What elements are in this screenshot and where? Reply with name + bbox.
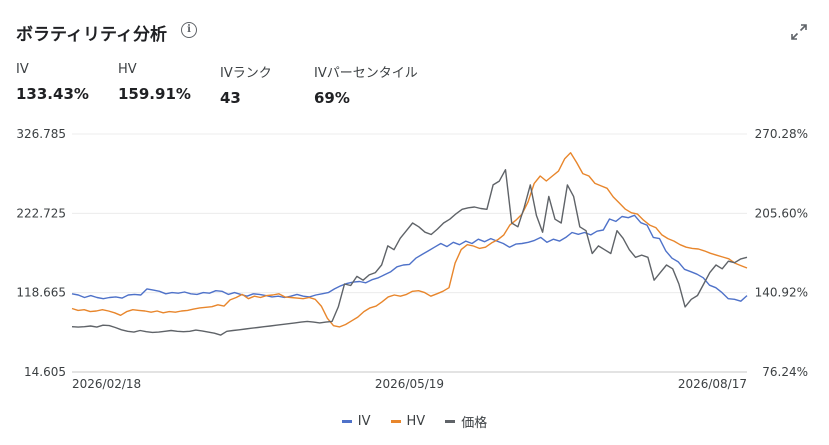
series-price-line [71,169,748,336]
legend-label-price: 価格 [461,416,488,431]
metric-hv: HV 159.91% [118,62,191,103]
series-hv-line [71,152,748,328]
legend-item-iv[interactable]: IV [341,412,371,431]
left-axis-tick: 326.785 [16,127,66,141]
left-axis-tick: 118.665 [16,286,66,300]
metric-iv-percentile-label: IVパーセンタイル [314,66,418,81]
legend-item-price[interactable]: 価格 [445,412,487,431]
metric-hv-label: HV [118,62,137,77]
left-axis-tick: 14.605 [24,365,66,379]
legend-swatch-iv [341,420,352,423]
right-axis-tick: 270.28% [755,127,808,141]
right-axis-tick: 76.24% [762,365,808,379]
right-axis-tick: 140.92% [755,286,808,300]
legend-label-hv: HV [406,414,426,429]
page-title: ボラティリティ分析 [16,25,167,45]
right-axis-tick: 205.60% [755,206,808,220]
legend-swatch-price [445,420,456,423]
legend-item-hv[interactable]: HV [390,412,426,431]
metric-iv-rank: IVランク 43 [220,62,272,107]
volatility-chart: 326.785 270.28% 222.725 205.60% 118.665 140.9… [16,127,808,391]
series-iv-line [71,214,748,302]
metric-iv-label: IV [16,62,29,77]
metric-iv-value: 133.43% [16,85,89,103]
left-axis-tick: 222.725 [16,206,66,220]
metric-hv-value: 159.91% [118,85,191,103]
x-axis-tick: 2026/08/17 [678,377,747,391]
info-icon[interactable]: i [181,22,197,38]
x-axis-tick: 2026/02/18 [72,377,141,391]
legend-swatch-hv [390,420,401,423]
expand-icon[interactable] [789,22,809,42]
metric-iv-rank-label: IVランク [220,66,272,81]
metric-iv: IV 133.43% [16,62,89,103]
metric-iv-percentile-value: 69% [314,89,350,107]
metric-iv-percentile: IVパーセンタイル 69% [314,62,418,107]
legend-label-iv: IV [357,414,371,429]
metric-iv-rank-value: 43 [220,89,241,107]
x-axis-tick: 2026/05/19 [375,377,444,391]
chart-legend: IV HV 価格 [0,412,829,431]
